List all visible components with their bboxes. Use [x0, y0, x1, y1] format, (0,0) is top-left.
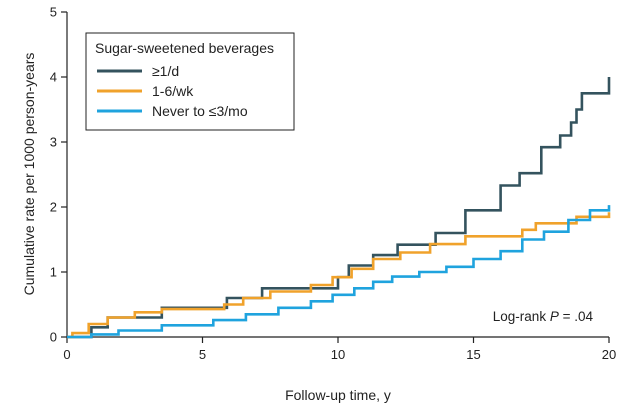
annotation-suffix: = .04	[559, 309, 594, 324]
y-tick-label: 0	[50, 330, 57, 345]
legend-label-1: 1-6/wk	[152, 83, 194, 99]
series-line-2	[67, 205, 611, 339]
x-tick-label: 0	[63, 347, 70, 362]
x-tick-label: 10	[331, 347, 345, 362]
x-tick-label: 15	[466, 347, 480, 362]
x-tick-label: 20	[602, 347, 616, 362]
legend-label-2: Never to ≤3/mo	[152, 103, 248, 119]
y-tick-label: 5	[50, 5, 57, 20]
annotation-stat: P	[550, 309, 559, 324]
series-layer	[67, 77, 611, 339]
log-rank-annotation: Log-rank P = .04	[493, 309, 594, 324]
y-tick-label: 1	[50, 265, 57, 280]
series-line-0	[67, 77, 611, 339]
series-line-1	[67, 212, 611, 339]
y-tick-label: 3	[50, 135, 57, 150]
legend: Sugar-sweetened beverages ≥1/d 1-6/wk Neve…	[85, 32, 295, 131]
y-tick-label: 4	[50, 70, 57, 85]
legend-title: Sugar-sweetened beverages	[95, 40, 274, 56]
x-axis-title: Follow-up time, y	[285, 387, 391, 403]
legend-label-0: ≥1/d	[152, 63, 179, 79]
annotation-prefix: Log-rank	[493, 309, 550, 324]
legend-box	[85, 32, 295, 131]
axes: 0 1 2 3 4 5 0 5 10 15 20	[50, 5, 616, 363]
y-tick-label: 2	[50, 200, 57, 215]
y-axis-title: Cumulative rate per 1000 person-years	[21, 53, 37, 296]
x-tick-label: 5	[199, 347, 206, 362]
